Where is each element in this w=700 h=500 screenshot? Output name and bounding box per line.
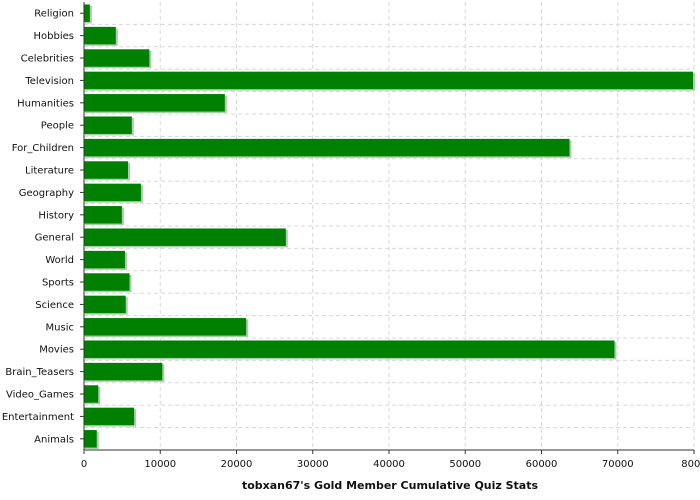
category-label: Sports xyxy=(42,278,74,289)
x-axis-title: tobxan67's Gold Member Cumulative Quiz S… xyxy=(242,479,539,492)
category-label: Brain_Teasers xyxy=(5,367,74,378)
bar-for-children xyxy=(84,138,570,157)
bar-world xyxy=(84,250,125,269)
bar-geography xyxy=(84,183,141,202)
axes xyxy=(80,2,695,454)
category-label: Music xyxy=(46,322,74,333)
category-label: Movies xyxy=(39,345,74,356)
bar-people xyxy=(84,116,132,134)
category-label: Humanities xyxy=(17,98,74,109)
category-labels: Religion Hobbies Celebrities Television Huma… xyxy=(2,9,74,446)
bar-hobbies xyxy=(84,26,116,45)
x-tick-label: 10000 xyxy=(144,459,176,470)
category-label: Science xyxy=(35,300,74,311)
bar-video-games xyxy=(84,385,99,403)
bar-television xyxy=(84,71,693,90)
category-label: For_Children xyxy=(12,143,74,154)
x-tick-label: 8000 xyxy=(681,459,700,470)
bar-religion xyxy=(84,4,90,22)
bar-music xyxy=(84,318,247,336)
category-label: People xyxy=(41,121,74,132)
x-tick-label: 30000 xyxy=(297,459,329,470)
category-label: General xyxy=(35,233,74,244)
category-label: Entertainment xyxy=(2,412,74,423)
bar-history xyxy=(84,206,122,224)
grid-lines xyxy=(84,2,695,450)
category-label: World xyxy=(45,255,74,266)
category-label: Video_Games xyxy=(6,390,74,401)
x-tick-label: 40000 xyxy=(373,459,405,470)
bar-humanities xyxy=(84,94,225,112)
x-tick-label: 20000 xyxy=(221,459,253,470)
bar-general xyxy=(84,228,286,246)
bar-literature xyxy=(84,161,128,179)
x-tick-label: 50000 xyxy=(449,459,481,470)
category-label: Religion xyxy=(34,9,74,20)
x-tick-label: 60000 xyxy=(526,459,558,470)
bar-brain-teasers xyxy=(84,362,163,381)
category-label: Television xyxy=(24,76,74,87)
category-label: History xyxy=(38,210,74,221)
x-tick-label: 0 xyxy=(81,459,87,470)
x-tick-labels: 0 10000 20000 30000 40000 50000 60000 70000 8000 xyxy=(81,459,700,470)
bar-entertainment xyxy=(84,407,135,426)
category-label: Literature xyxy=(25,166,74,177)
bars xyxy=(84,4,695,450)
category-label: Hobbies xyxy=(34,31,74,42)
bar-science xyxy=(84,295,126,314)
x-tick-label: 70000 xyxy=(602,459,634,470)
category-label: Geography xyxy=(19,188,74,199)
category-label: Celebrities xyxy=(21,54,74,65)
bar-movies xyxy=(84,340,615,358)
bar-celebrities xyxy=(84,49,150,67)
category-label: Animals xyxy=(34,434,74,445)
bar-sports xyxy=(84,273,130,291)
bar-animals xyxy=(84,430,97,448)
